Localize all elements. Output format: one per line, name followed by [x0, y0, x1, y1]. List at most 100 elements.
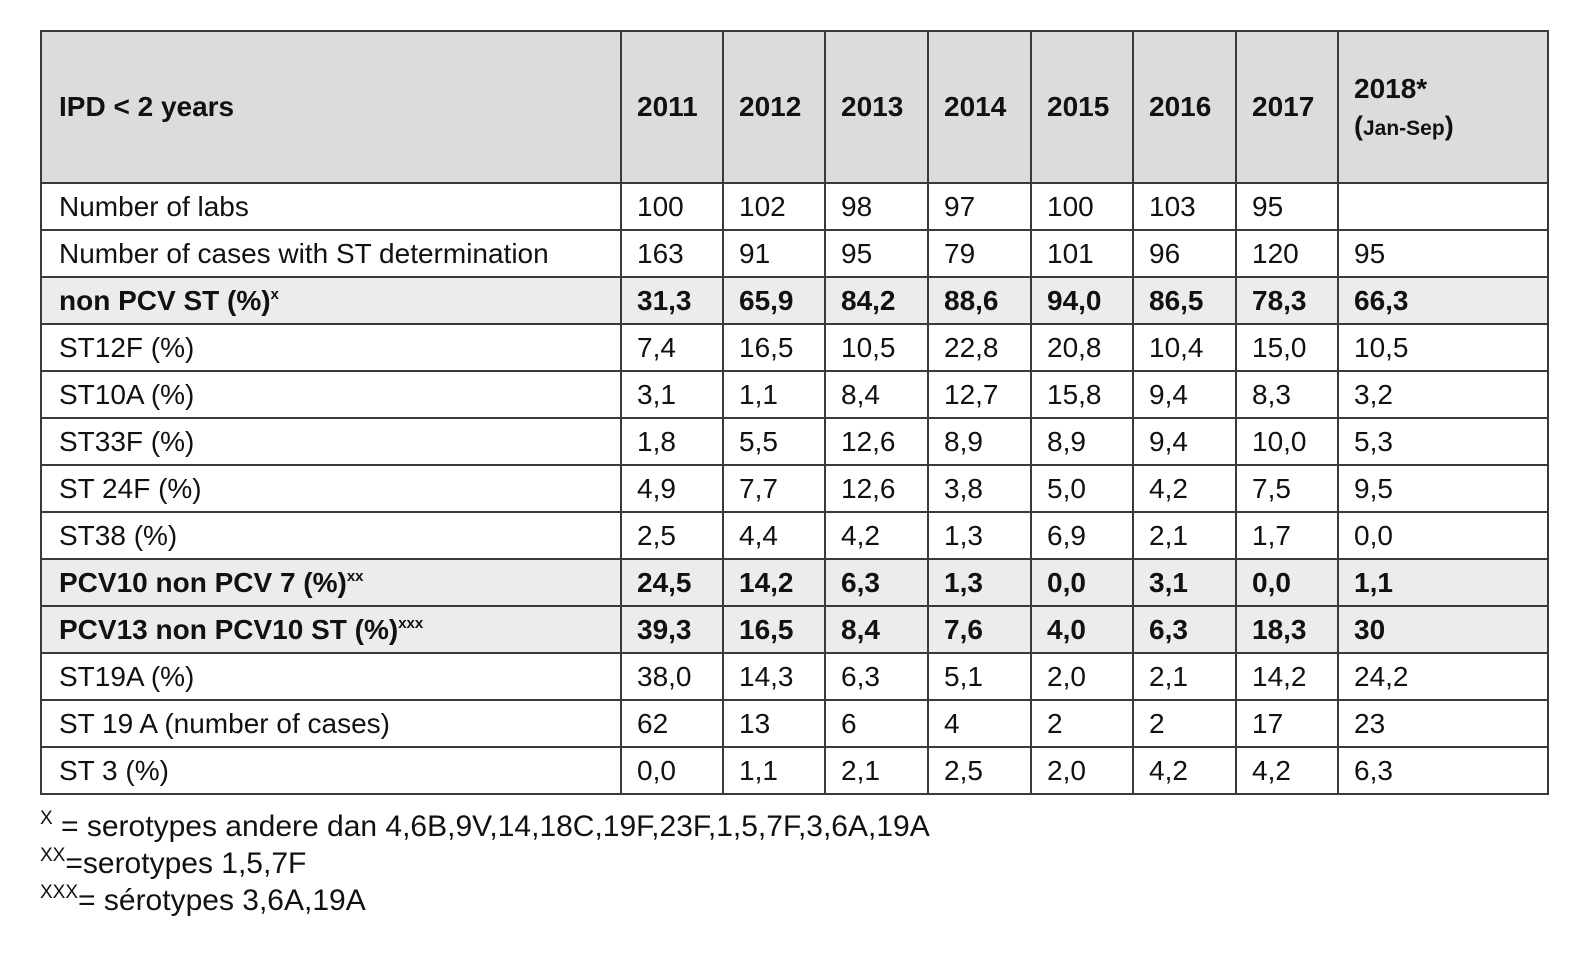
table-cell: 10,0 [1235, 417, 1339, 466]
table-row: ST33F (%) 1,8 5,5 12,6 8,9 8,9 9,4 10,0 5,3 [40, 417, 1549, 466]
footnotes: X = serotypes andere dan 4,6B,9V,14,18C,… [40, 808, 930, 919]
table-cell: 3,1 [620, 370, 724, 419]
table-cell: 8,4 [824, 370, 929, 419]
table-cell: 14,3 [722, 652, 826, 701]
row-label: ST 24F (%) [40, 464, 622, 513]
table-cell: 2,1 [1132, 652, 1237, 701]
table-row: ST 19 A (number of cases) 62 13 6 4 2 2 17 23 [40, 699, 1549, 748]
table-cell: 12,6 [824, 417, 929, 466]
header-year: 2014 [927, 30, 1032, 184]
table-cell: 6,3 [1132, 605, 1237, 654]
table-cell: 4 [927, 699, 1032, 748]
table-cell: 4,2 [1132, 746, 1237, 795]
table-cell: 65,9 [722, 276, 826, 325]
row-label-text: PCV10 non PCV 7 (%) [59, 566, 347, 598]
header-last-year-note-text: Jan-Sep [1363, 116, 1445, 140]
row-label-text: ST 19 A (number of cases) [59, 707, 390, 739]
table-cell: 2 [1132, 699, 1237, 748]
table-cell: 6 [824, 699, 929, 748]
table-cell: 2,0 [1030, 746, 1134, 795]
table-cell: 86,5 [1132, 276, 1237, 325]
header-last-year-note: (Jan-Sep) [1354, 110, 1454, 141]
table-cell: 94,0 [1030, 276, 1134, 325]
header-year: 2015 [1030, 30, 1134, 184]
row-label: PCV13 non PCV10 ST (%)xxx [40, 605, 622, 654]
table-cell: 102 [722, 182, 826, 231]
table-row: ST38 (%) 2,5 4,4 4,2 1,3 6,9 2,1 1,7 0,0 [40, 511, 1549, 560]
table-cell: 1,3 [927, 511, 1032, 560]
table-cell: 98 [824, 182, 929, 231]
table-cell [1337, 182, 1549, 231]
table-cell: 10,5 [1337, 323, 1549, 372]
row-label-text: PCV13 non PCV10 ST (%) [59, 613, 399, 645]
table-cell: 6,9 [1030, 511, 1134, 560]
table-header-row: IPD < 2 years 2011 2012 2013 2014 2015 2… [40, 30, 1549, 184]
row-label-text: ST 24F (%) [59, 472, 202, 504]
row-label: PCV10 non PCV 7 (%)xx [40, 558, 622, 607]
table-cell: 16,5 [722, 605, 826, 654]
table-cell: 1,7 [1235, 511, 1339, 560]
table-cell: 5,0 [1030, 464, 1134, 513]
row-label: ST33F (%) [40, 417, 622, 466]
table-cell: 163 [620, 229, 724, 278]
table-cell: 3,2 [1337, 370, 1549, 419]
table-cell: 20,8 [1030, 323, 1134, 372]
table-cell: 91 [722, 229, 826, 278]
table-cell: 8,9 [1030, 417, 1134, 466]
table-cell: 1,8 [620, 417, 724, 466]
table-cell: 7,7 [722, 464, 826, 513]
table-cell: 4,2 [1235, 746, 1339, 795]
table-row: Number of cases with ST determination 163… [40, 229, 1549, 278]
table-cell: 30 [1337, 605, 1549, 654]
table-cell: 10,4 [1132, 323, 1237, 372]
table-cell: 1,1 [1337, 558, 1549, 607]
footnote-marker: XXX [40, 882, 79, 903]
footnote-marker: xxx [398, 614, 424, 632]
table-cell: 9,4 [1132, 370, 1237, 419]
header-year: 2013 [824, 30, 929, 184]
footnote-marker: X [40, 808, 53, 829]
footnote-text: =serotypes 1,5,7F [65, 847, 307, 880]
table-cell: 8,4 [824, 605, 929, 654]
table-cell: 2 [1030, 699, 1134, 748]
header-last-year-label: 2018* [1354, 72, 1428, 104]
table-cell: 22,8 [927, 323, 1032, 372]
table-cell: 100 [620, 182, 724, 231]
table-cell: 1,1 [722, 370, 826, 419]
table-row: PCV13 non PCV10 ST (%)xxx 39,3 16,5 8,4 7,6 4… [40, 605, 1549, 654]
footnote: X = serotypes andere dan 4,6B,9V,14,18C,… [40, 808, 930, 845]
table-cell: 14,2 [1235, 652, 1339, 701]
table-cell: 78,3 [1235, 276, 1339, 325]
table-row: ST 3 (%) 0,0 1,1 2,1 2,5 2,0 4,2 4,2 6,3 [40, 746, 1549, 795]
table-cell: 2,1 [824, 746, 929, 795]
table-cell: 5,3 [1337, 417, 1549, 466]
row-label-text: non PCV ST (%) [59, 284, 271, 316]
row-label: Number of cases with ST determination [40, 229, 622, 278]
table-cell: 2,1 [1132, 511, 1237, 560]
row-label: ST38 (%) [40, 511, 622, 560]
table-row: PCV10 non PCV 7 (%)xx 24,5 14,2 6,3 1,3 0,0 3,… [40, 558, 1549, 607]
row-label-text: ST33F (%) [59, 425, 195, 457]
table-cell: 62 [620, 699, 724, 748]
table-cell: 6,3 [1337, 746, 1549, 795]
table-row: ST12F (%) 7,4 16,5 10,5 22,8 20,8 10,4 15,0 10,5 [40, 323, 1549, 372]
table-cell: 0,0 [620, 746, 724, 795]
table-cell: 24,5 [620, 558, 724, 607]
table-cell: 6,3 [824, 652, 929, 701]
table-cell: 4,2 [1132, 464, 1237, 513]
table-cell: 103 [1132, 182, 1237, 231]
header-year: 2017 [1235, 30, 1339, 184]
table-cell: 2,5 [620, 511, 724, 560]
table-row: ST19A (%) 38,0 14,3 6,3 5,1 2,0 2,1 14,2 24,2 [40, 652, 1549, 701]
footnote-text: = sérotypes 3,6A,19A [78, 884, 366, 917]
table-cell: 88,6 [927, 276, 1032, 325]
table-row: non PCV ST (%)x 31,3 65,9 84,2 88,6 94,0 86,5 7… [40, 276, 1549, 325]
table-cell: 95 [1337, 229, 1549, 278]
table-cell: 9,4 [1132, 417, 1237, 466]
header-year: 2012 [722, 30, 826, 184]
table-cell: 100 [1030, 182, 1134, 231]
table-cell: 96 [1132, 229, 1237, 278]
table-cell: 1,1 [722, 746, 826, 795]
table-cell: 23 [1337, 699, 1549, 748]
table-cell: 12,6 [824, 464, 929, 513]
